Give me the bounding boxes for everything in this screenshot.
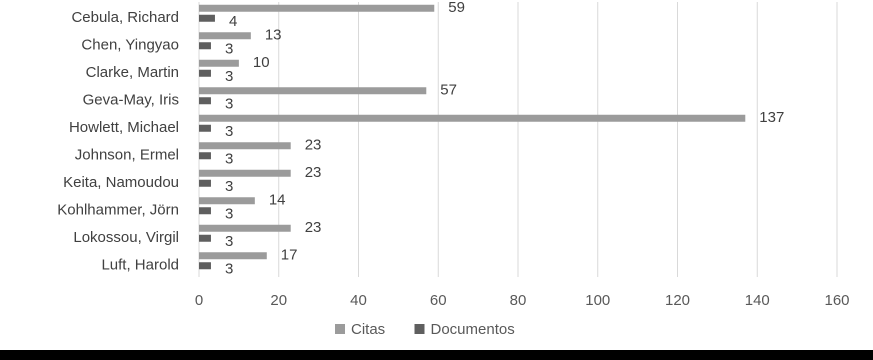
data-label-citas: 23 bbox=[305, 164, 322, 181]
bar-documentos bbox=[199, 234, 211, 242]
bar-documentos bbox=[199, 69, 211, 77]
data-label-documentos: 3 bbox=[225, 123, 233, 140]
data-label-documentos: 3 bbox=[225, 68, 233, 85]
x-tick-label: 160 bbox=[824, 292, 849, 309]
bar-documentos bbox=[199, 152, 211, 160]
category-label: Luft, Harold bbox=[101, 256, 179, 273]
data-label-documentos: 3 bbox=[225, 95, 233, 112]
legend-swatch bbox=[414, 324, 425, 334]
x-tick-label: 20 bbox=[270, 292, 287, 309]
bar-citas bbox=[199, 169, 291, 177]
data-label-citas: 23 bbox=[305, 219, 322, 236]
bar-documentos bbox=[199, 14, 215, 22]
bar-documentos bbox=[199, 97, 211, 105]
bar-citas bbox=[199, 32, 251, 40]
bar-citas bbox=[199, 59, 239, 67]
bar-citas bbox=[199, 224, 291, 232]
data-label-citas: 137 bbox=[759, 109, 784, 126]
category-label: Clarke, Martin bbox=[86, 64, 179, 81]
x-tick-label: 140 bbox=[745, 292, 770, 309]
bottom-black-band bbox=[0, 350, 873, 360]
bar-documentos bbox=[199, 124, 211, 132]
legend: Citas Documentos bbox=[335, 321, 515, 338]
data-label-documentos: 3 bbox=[225, 150, 233, 167]
legend-swatch bbox=[335, 324, 345, 334]
bar-citas bbox=[199, 87, 427, 95]
x-tick-label: 120 bbox=[665, 292, 690, 309]
x-tick-label: 40 bbox=[350, 292, 367, 309]
data-label-documentos: 4 bbox=[229, 13, 237, 30]
category-labels: Cebula, Richard Chen, Yingyao Clarke, Mart… bbox=[57, 9, 179, 274]
value-labels: 59 4 13 3 10 3 57 3 137 3 23 3 23 3 14 3 23 3 17 3 bbox=[225, 0, 784, 277]
data-label-documentos: 3 bbox=[225, 233, 233, 250]
data-label-citas: 23 bbox=[305, 136, 322, 153]
bar-chart: Cebula, Richard Chen, Yingyao Clarke, Mart… bbox=[57, 0, 850, 338]
bar-citas bbox=[199, 142, 291, 150]
bar-documentos bbox=[199, 207, 211, 215]
category-label: Chen, Yingyao bbox=[81, 36, 179, 53]
gridlines bbox=[198, 2, 838, 277]
bar-documentos bbox=[199, 262, 211, 270]
category-label: Cebula, Richard bbox=[71, 9, 179, 26]
category-label: Geva-May, Iris bbox=[83, 91, 179, 108]
bar-citas bbox=[199, 252, 267, 260]
bar-documentos bbox=[199, 42, 211, 50]
x-tick-label: 80 bbox=[510, 292, 527, 309]
data-label-documentos: 3 bbox=[225, 205, 233, 222]
data-label-citas: 14 bbox=[269, 191, 286, 208]
data-label-documentos: 3 bbox=[225, 260, 233, 277]
data-label-citas: 17 bbox=[281, 246, 298, 263]
category-label: Howlett, Michael bbox=[69, 119, 179, 136]
data-label-documentos: 3 bbox=[225, 40, 233, 57]
legend-label: Citas bbox=[351, 321, 385, 338]
bar-citas bbox=[199, 4, 435, 12]
bar-citas bbox=[199, 197, 255, 205]
x-tick-label: 60 bbox=[430, 292, 447, 309]
category-label: Kohlhammer, Jörn bbox=[57, 201, 179, 218]
x-tick-label: 0 bbox=[195, 292, 203, 309]
category-label: Keita, Namoudou bbox=[63, 174, 179, 191]
x-axis-ticks: 0 20 40 60 80 100 120 140 160 bbox=[195, 292, 850, 309]
data-label-citas: 59 bbox=[448, 0, 465, 16]
data-label-citas: 10 bbox=[253, 54, 270, 71]
category-label: Johnson, Ermel bbox=[75, 146, 179, 163]
legend-label: Documentos bbox=[431, 321, 515, 338]
x-tick-label: 100 bbox=[585, 292, 610, 309]
category-label: Lokossou, Virgil bbox=[73, 229, 179, 246]
data-label-citas: 13 bbox=[265, 26, 282, 43]
bar-documentos bbox=[199, 179, 211, 187]
data-label-documentos: 3 bbox=[225, 178, 233, 195]
bars bbox=[199, 4, 746, 270]
bar-citas bbox=[199, 114, 746, 122]
data-label-citas: 57 bbox=[440, 81, 457, 98]
